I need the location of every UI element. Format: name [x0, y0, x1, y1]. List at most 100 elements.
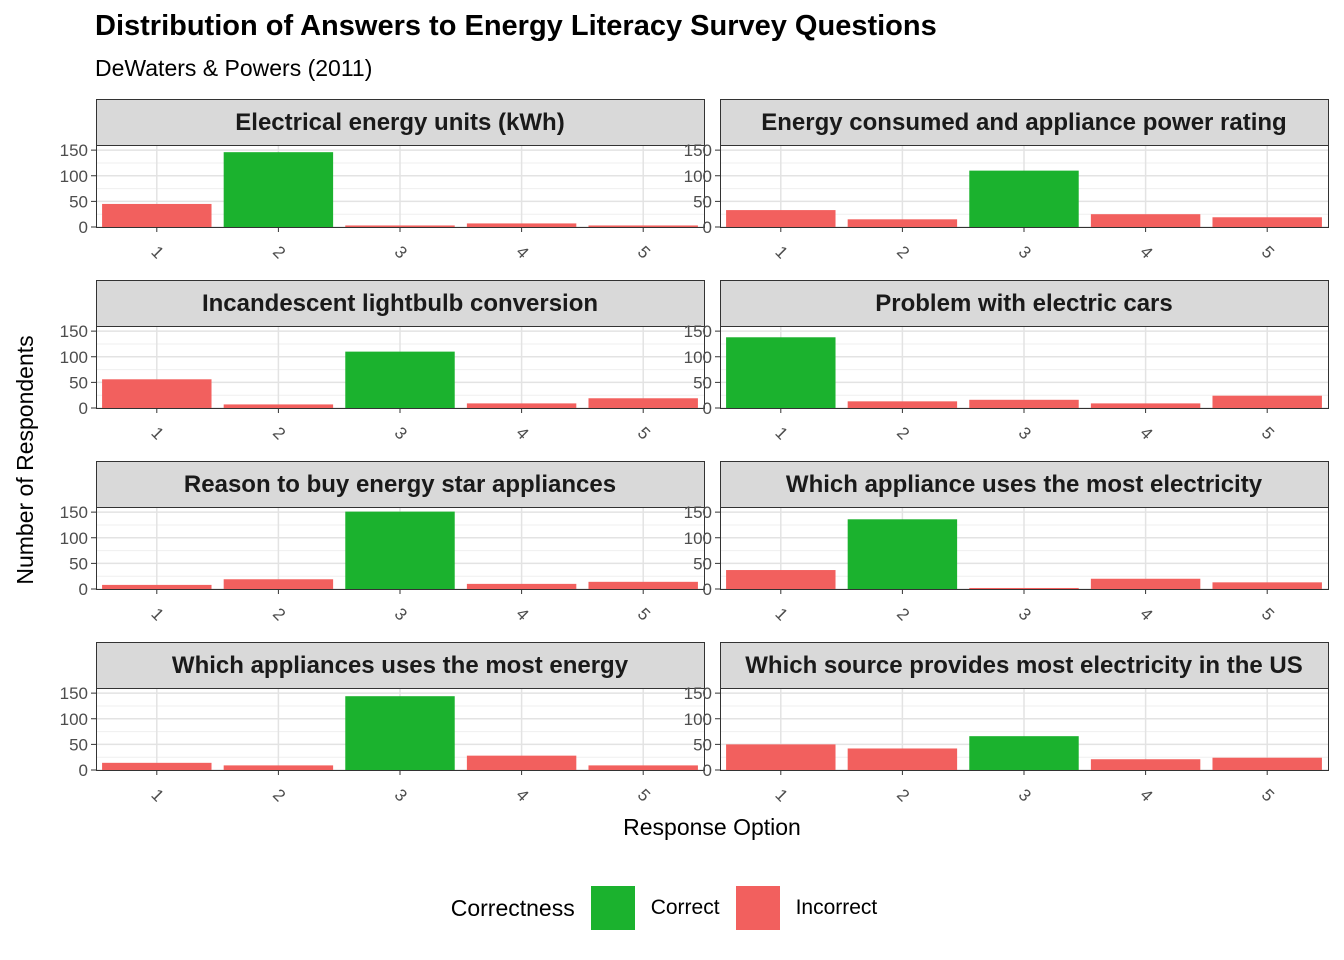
facet-panel: Which source provides most electricity i… — [684, 642, 1329, 805]
x-tick-label: 2 — [893, 242, 913, 262]
x-tick-label: 1 — [771, 604, 791, 624]
chart-title: Distribution of Answers to Energy Litera… — [95, 10, 937, 42]
bar — [847, 401, 958, 408]
y-tick-label: 50 — [69, 373, 88, 392]
y-tick-label: 0 — [703, 761, 712, 780]
y-tick-label: 50 — [693, 373, 712, 392]
facet-panel: Reason to buy energy star appliances 0 50 1… — [60, 461, 705, 624]
facet-strip — [96, 461, 705, 508]
x-tick-label: 5 — [1258, 785, 1278, 805]
bar — [102, 203, 212, 227]
y-tick-label: 100 — [60, 348, 88, 367]
facet-panel: Electrical energy units (kWh) 0 50 100 150 1 2… — [60, 99, 705, 262]
x-tick-label: 4 — [512, 785, 532, 805]
x-tick-label: 3 — [391, 604, 411, 624]
bar — [223, 579, 334, 589]
bar — [466, 755, 577, 770]
x-tick-label: 2 — [269, 604, 289, 624]
y-axis-title: Number of Respondents — [12, 335, 38, 584]
bar — [969, 736, 1079, 770]
facet-title: Which appliance uses the most electricit… — [786, 471, 1263, 498]
bar — [726, 210, 836, 227]
facet-strip — [720, 280, 1329, 327]
x-tick-label: 1 — [771, 785, 791, 805]
x-tick-label: 4 — [1136, 785, 1156, 805]
bar — [1090, 403, 1201, 408]
y-tick-label: 0 — [703, 399, 712, 418]
x-axis-title: Response Option — [623, 814, 801, 840]
x-tick-label: 2 — [269, 242, 289, 262]
y-tick-label: 50 — [693, 192, 712, 211]
x-tick-label: 2 — [893, 423, 913, 443]
bar — [1090, 578, 1201, 589]
y-tick-label: 0 — [79, 399, 88, 418]
bar — [223, 765, 334, 770]
y-tick-label: 150 — [684, 322, 712, 341]
x-tick-label: 5 — [1258, 423, 1278, 443]
chart-subtitle: DeWaters & Powers (2011) — [95, 55, 373, 81]
x-tick-label: 4 — [1136, 604, 1156, 624]
y-tick-label: 100 — [60, 529, 88, 548]
facet-panel: Which appliances uses the most energy 0 50… — [60, 642, 705, 805]
facet-panel: Energy consumed and appliance power rati… — [684, 99, 1329, 262]
facet-strip — [720, 99, 1329, 146]
bar — [588, 581, 698, 589]
x-tick-label: 4 — [512, 604, 532, 624]
y-tick-label: 100 — [684, 348, 712, 367]
y-tick-label: 150 — [60, 684, 88, 703]
bar — [1090, 759, 1201, 770]
y-tick-label: 50 — [69, 554, 88, 573]
y-tick-label: 50 — [693, 554, 712, 573]
bar — [1212, 395, 1322, 408]
y-tick-label: 100 — [684, 529, 712, 548]
y-tick-label: 0 — [79, 218, 88, 237]
facet-title: Which source provides most electricity i… — [745, 652, 1302, 679]
y-tick-label: 50 — [69, 735, 88, 754]
x-tick-label: 2 — [269, 423, 289, 443]
bar — [466, 583, 577, 589]
facet-panel: Incandescent lightbulb conversion 0 50 100 1… — [60, 280, 705, 443]
bar — [726, 744, 836, 770]
x-tick-label: 1 — [147, 423, 167, 443]
bar — [847, 748, 958, 770]
x-tick-label: 3 — [1015, 604, 1035, 624]
bar — [345, 696, 455, 770]
x-tick-label: 3 — [1015, 423, 1035, 443]
bar — [223, 152, 334, 227]
bar — [726, 570, 836, 589]
bar — [847, 519, 958, 589]
x-tick-label: 4 — [512, 242, 532, 262]
y-tick-label: 50 — [69, 192, 88, 211]
x-tick-label: 5 — [634, 604, 654, 624]
y-tick-label: 0 — [79, 761, 88, 780]
bar — [1212, 582, 1322, 589]
x-tick-label: 4 — [512, 423, 532, 443]
y-tick-label: 150 — [684, 503, 712, 522]
x-tick-label: 5 — [634, 423, 654, 443]
x-tick-label: 3 — [391, 423, 411, 443]
bar — [1090, 214, 1201, 227]
x-tick-label: 3 — [1015, 242, 1035, 262]
facet-title: Problem with electric cars — [875, 290, 1172, 317]
x-tick-label: 1 — [147, 604, 167, 624]
x-tick-label: 5 — [634, 242, 654, 262]
y-tick-label: 0 — [79, 580, 88, 599]
bar — [345, 351, 455, 408]
x-tick-label: 5 — [1258, 242, 1278, 262]
x-tick-label: 1 — [147, 785, 167, 805]
bar — [588, 765, 698, 770]
y-tick-label: 150 — [684, 141, 712, 160]
facet-title: Reason to buy energy star appliances — [184, 471, 616, 498]
x-tick-label: 2 — [893, 785, 913, 805]
legend: Correctness Correct Incorrect — [0, 885, 1344, 931]
legend-title: Correctness — [450, 894, 575, 921]
x-tick-label: 5 — [634, 785, 654, 805]
bar — [969, 170, 1079, 227]
facet-panel: Problem with electric cars 0 50 100 150 1 2 3 4 5 — [684, 280, 1329, 443]
x-tick-label: 1 — [771, 423, 791, 443]
bar — [345, 225, 455, 227]
legend-key-correct — [590, 886, 635, 930]
legend-label-correct: Correct — [650, 896, 720, 919]
y-tick-label: 100 — [684, 167, 712, 186]
